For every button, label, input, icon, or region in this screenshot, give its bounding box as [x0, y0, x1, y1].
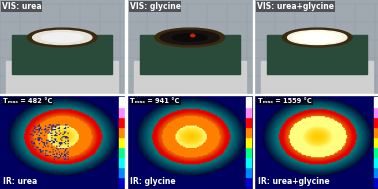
Ellipse shape [162, 57, 218, 65]
Bar [373, 157, 378, 167]
Ellipse shape [155, 28, 225, 47]
Ellipse shape [160, 30, 219, 45]
Bar [246, 127, 251, 137]
Bar [255, 0, 378, 94]
Bar [246, 137, 251, 147]
Ellipse shape [288, 30, 347, 45]
Bar [373, 167, 378, 177]
Bar [118, 167, 124, 177]
Bar [373, 137, 378, 147]
Ellipse shape [41, 33, 83, 42]
Bar [118, 137, 124, 147]
Text: Tₘₐₓ = 1559 °C: Tₘₐₓ = 1559 °C [258, 98, 312, 104]
Text: IR: urea: IR: urea [3, 177, 37, 186]
Bar [12, 35, 112, 74]
Text: VIS: urea: VIS: urea [2, 2, 42, 11]
Bar [0, 0, 124, 94]
Bar [246, 157, 251, 167]
Bar [118, 177, 124, 187]
Ellipse shape [282, 28, 352, 47]
Ellipse shape [172, 34, 207, 41]
Bar [127, 95, 252, 189]
Text: Tₘₐₓ = 941 °C: Tₘₐₓ = 941 °C [130, 98, 180, 104]
Bar [118, 157, 124, 167]
Bar [246, 167, 251, 177]
Bar [125, 0, 127, 189]
Bar [373, 127, 378, 137]
Bar [0, 94, 378, 95]
Ellipse shape [34, 57, 90, 65]
Bar [134, 61, 246, 94]
Bar [246, 177, 251, 187]
Bar [253, 0, 254, 189]
Bar [261, 61, 373, 94]
Ellipse shape [191, 34, 195, 37]
Bar [127, 0, 252, 94]
Bar [246, 107, 251, 117]
Ellipse shape [165, 31, 215, 38]
Bar [373, 117, 378, 127]
Ellipse shape [293, 31, 342, 44]
Bar [246, 97, 251, 107]
Ellipse shape [289, 57, 345, 65]
Bar [118, 107, 124, 117]
Bar [255, 95, 378, 189]
Bar [0, 95, 124, 189]
Bar [118, 127, 124, 137]
Bar [373, 107, 378, 117]
Bar [118, 97, 124, 107]
Bar [118, 147, 124, 157]
Ellipse shape [27, 28, 97, 47]
Bar [246, 147, 251, 157]
Text: IR: urea+glycine: IR: urea+glycine [258, 177, 330, 186]
Text: VIS: urea+glycine: VIS: urea+glycine [257, 2, 334, 11]
Bar [246, 117, 251, 127]
Bar [373, 97, 378, 107]
Bar [118, 117, 124, 127]
Bar [140, 35, 240, 74]
Ellipse shape [37, 31, 87, 38]
Ellipse shape [292, 31, 342, 38]
Text: VIS: glycine: VIS: glycine [130, 2, 181, 11]
Text: IR: glycine: IR: glycine [130, 177, 176, 186]
Bar [373, 177, 378, 187]
Text: Tₘₐₓ = 482 °C: Tₘₐₓ = 482 °C [3, 98, 53, 104]
Bar [268, 35, 367, 74]
Bar [6, 61, 118, 94]
Ellipse shape [33, 30, 92, 45]
Ellipse shape [302, 33, 333, 42]
Bar [373, 147, 378, 157]
